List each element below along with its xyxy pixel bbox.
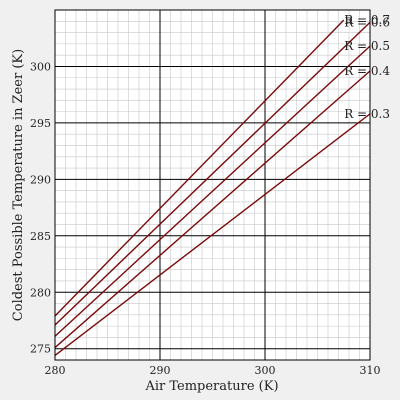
major-grid	[55, 10, 370, 360]
series-line	[54, 21, 371, 326]
x-tick-labels: 280 290 300 310	[45, 364, 381, 377]
x-tick-label: 310	[360, 364, 381, 377]
y-tick-label: 290	[30, 173, 51, 186]
y-tick-labels: 275 280 285 290 295 300	[30, 60, 51, 355]
series-label: R = 0.6	[344, 15, 390, 29]
series-line	[54, 45, 371, 337]
series-label: R = 0.4	[344, 64, 390, 78]
series-label: R = 0.5	[344, 39, 390, 53]
series-lines	[54, 19, 371, 357]
plot-frame	[54, 9, 371, 361]
x-tick-label: 280	[45, 364, 66, 377]
series-line	[54, 113, 371, 357]
x-tick-label: 290	[150, 364, 171, 377]
series-label: R = 0.3	[344, 107, 390, 121]
y-tick-label: 300	[30, 60, 51, 73]
y-tick-label: 280	[30, 286, 51, 299]
y-tick-label: 285	[30, 230, 51, 243]
series-labels: R = 0.7R = 0.6 R = 0.5 R = 0.4 R = 0.3	[344, 13, 390, 121]
series-label: R = 0.7	[344, 13, 390, 27]
y-tick-label: 275	[30, 343, 51, 356]
y-axis-title: Coldest Possible Temperature in Zeer (K)	[11, 49, 26, 321]
series-line	[54, 70, 371, 349]
minor-grid	[55, 10, 370, 361]
y-tick-label: 295	[30, 117, 51, 130]
x-axis-title: Air Temperature (K)	[144, 379, 278, 394]
series-line	[54, 19, 345, 317]
x-tick-label: 300	[255, 364, 276, 377]
